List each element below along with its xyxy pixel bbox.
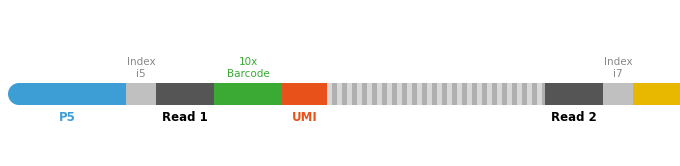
Bar	[487, 83, 492, 105]
Bar	[362, 83, 367, 105]
Bar	[517, 83, 522, 105]
Bar	[417, 83, 422, 105]
Bar	[532, 83, 537, 105]
Bar	[545, 83, 603, 105]
Bar	[156, 83, 214, 105]
Bar	[282, 83, 327, 105]
Bar	[407, 83, 412, 105]
Bar	[387, 83, 392, 105]
Text: Read 2: Read 2	[551, 111, 597, 124]
Text: Index
i5: Index i5	[126, 57, 155, 79]
Bar	[462, 83, 467, 105]
Bar	[522, 83, 527, 105]
Bar	[392, 83, 397, 105]
Text: 10x
Barcode: 10x Barcode	[226, 57, 269, 79]
Bar	[397, 83, 402, 105]
Bar	[492, 83, 497, 105]
Bar	[437, 83, 442, 105]
Text: Index
i7: Index i7	[604, 57, 632, 79]
Bar	[412, 83, 417, 105]
Bar	[382, 83, 387, 105]
Bar	[342, 83, 347, 105]
Bar	[457, 83, 462, 105]
Bar	[367, 83, 372, 105]
Bar	[507, 83, 512, 105]
Bar	[377, 83, 382, 105]
Bar	[452, 83, 457, 105]
Bar	[19, 83, 126, 105]
Bar	[357, 83, 362, 105]
Bar	[633, 83, 680, 105]
Bar	[527, 83, 532, 105]
Bar	[467, 83, 472, 105]
Bar	[482, 83, 487, 105]
Bar	[512, 83, 517, 105]
Bar	[432, 83, 437, 105]
Bar	[214, 83, 282, 105]
Bar	[477, 83, 482, 105]
Bar	[402, 83, 407, 105]
Bar	[332, 83, 337, 105]
Text: Read 1: Read 1	[162, 111, 208, 124]
Bar	[537, 83, 542, 105]
Text: UMI: UMI	[292, 111, 318, 124]
Bar	[422, 83, 427, 105]
Bar	[442, 83, 447, 105]
Bar	[347, 83, 352, 105]
Bar	[372, 83, 377, 105]
Bar	[497, 83, 502, 105]
Bar	[352, 83, 357, 105]
Bar	[427, 83, 432, 105]
Bar	[337, 83, 342, 105]
Bar	[447, 83, 452, 105]
Text: P5: P5	[58, 111, 75, 124]
Bar	[502, 83, 507, 105]
Bar	[542, 83, 545, 105]
Bar	[327, 83, 332, 105]
Bar	[603, 83, 633, 105]
Bar	[126, 83, 156, 105]
Bar	[472, 83, 477, 105]
Circle shape	[8, 83, 30, 105]
